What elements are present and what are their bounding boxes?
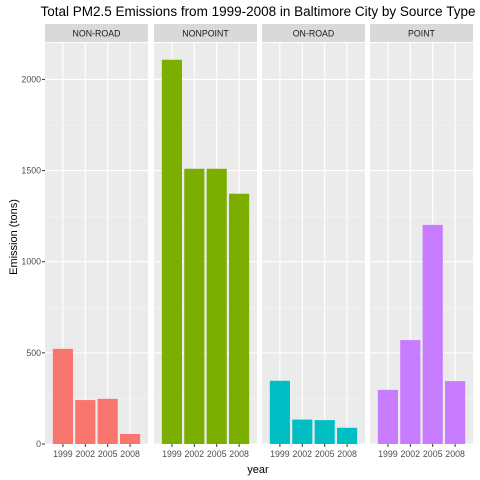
- x-axis-title: year: [247, 464, 269, 476]
- bar-non-road-1999: [52, 348, 73, 444]
- y-axis-title: Emission (tons): [8, 199, 20, 275]
- facet-strip: [370, 24, 473, 42]
- bar-point-1999: [377, 389, 398, 444]
- x-tick-label: 2005: [315, 449, 335, 459]
- x-tick-label: 2005: [98, 449, 118, 459]
- facet-panel-on-road: ON-ROAD 1999 2002 2005 2008: [262, 24, 365, 459]
- bar-point-2005: [422, 224, 443, 444]
- x-tick-label: 1999: [53, 449, 73, 459]
- bar-point-2002: [400, 340, 421, 444]
- bar-nonpoint-2008: [229, 193, 250, 444]
- panel-background: [370, 43, 473, 444]
- x-tick-label: 2002: [185, 449, 205, 459]
- facet-strip-label: NON-ROAD: [73, 29, 121, 39]
- facet-panel-point: POINT 1999 2002 2005 2008: [370, 24, 473, 459]
- bar-nonpoint-2005: [206, 168, 227, 444]
- chart-title: Total PM2.5 Emissions from 1999-2008 in …: [41, 4, 476, 19]
- panel-background: [262, 43, 365, 444]
- facet-strip: [262, 24, 365, 42]
- facet-panel-non-road: NON-ROAD 1999 2002 2005 2008: [45, 24, 148, 459]
- x-tick-label: 2005: [423, 449, 443, 459]
- bar-on-road-2008: [337, 427, 358, 444]
- y-tick-label: 500: [26, 348, 41, 358]
- bar-nonpoint-1999: [161, 59, 182, 444]
- bar-non-road-2005: [97, 398, 118, 444]
- x-tick-label: 1999: [378, 449, 398, 459]
- bar-on-road-1999: [269, 380, 290, 444]
- x-tick-label: 2002: [76, 449, 96, 459]
- facet-strip-label: POINT: [408, 29, 436, 39]
- facet-strip-label: ON-ROAD: [293, 29, 335, 39]
- x-tick-label: 2008: [120, 449, 140, 459]
- x-tick-label: 2002: [293, 449, 313, 459]
- bar-nonpoint-2002: [184, 168, 205, 444]
- x-tick-label: 1999: [162, 449, 182, 459]
- facet-strip: [45, 24, 148, 42]
- x-tick-label: 2005: [207, 449, 227, 459]
- facet-strip: [154, 24, 257, 42]
- x-tick-label: 2008: [337, 449, 357, 459]
- x-tick-label: 1999: [270, 449, 290, 459]
- x-tick-label: 2008: [445, 449, 465, 459]
- y-tick-label: 0: [36, 439, 41, 449]
- bar-non-road-2008: [120, 433, 141, 444]
- y-tick-label: 1500: [21, 166, 41, 176]
- x-tick-label: 2008: [229, 449, 249, 459]
- bar-on-road-2002: [292, 419, 313, 444]
- facet-panel-nonpoint: NONPOINT 1999 2002 2005 2008: [154, 24, 257, 459]
- y-tick-label: 2000: [21, 74, 41, 84]
- facet-strip-label: NONPOINT: [182, 29, 229, 39]
- bar-point-2008: [445, 381, 466, 444]
- x-tick-label: 2002: [401, 449, 421, 459]
- bar-non-road-2002: [75, 400, 96, 444]
- bar-on-road-2005: [314, 420, 335, 444]
- y-tick-label: 1000: [21, 257, 41, 267]
